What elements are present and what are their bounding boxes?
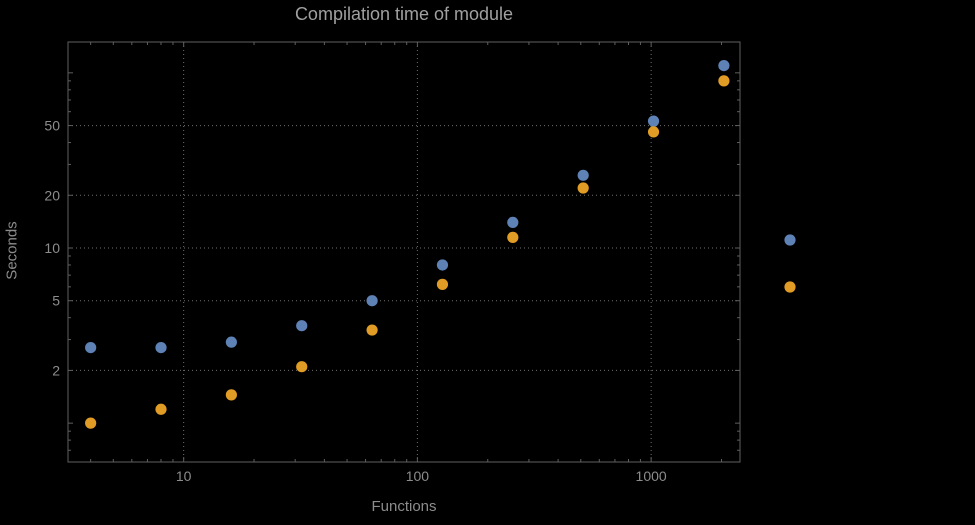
data-point-series-blue xyxy=(155,341,167,354)
data-point-series-orange xyxy=(296,361,308,373)
y-tick-label: 2 xyxy=(52,362,60,378)
x-axis-label: Functions xyxy=(371,498,437,515)
legend-marker-orange xyxy=(784,281,796,293)
x-tick-label: 10 xyxy=(176,468,192,484)
data-point-series-blue xyxy=(296,320,308,332)
y-tick-label: 20 xyxy=(44,187,60,203)
data-point-series-blue xyxy=(436,259,449,271)
data-point-series-blue xyxy=(225,336,237,348)
x-tick-label: 100 xyxy=(406,468,430,484)
data-point-series-orange xyxy=(225,389,237,401)
y-tick-label: 50 xyxy=(44,118,60,134)
data-point-series-blue xyxy=(647,115,660,127)
data-point-series-blue xyxy=(718,59,730,72)
y-tick-label: 10 xyxy=(44,240,60,256)
legend-marker-blue xyxy=(784,234,796,246)
data-point-series-orange xyxy=(577,182,589,194)
data-point-series-blue xyxy=(85,341,97,354)
data-point-series-blue xyxy=(507,216,519,228)
data-point-series-orange xyxy=(85,417,97,429)
data-point-series-blue xyxy=(577,169,589,181)
chart-title: Compilation time of module xyxy=(294,4,514,24)
plot-frame xyxy=(67,41,741,463)
data-point-series-orange xyxy=(436,278,449,290)
y-tick-label: 5 xyxy=(52,293,60,309)
x-tick-label: 1000 xyxy=(636,468,667,484)
data-point-series-orange xyxy=(718,75,730,87)
data-point-series-orange xyxy=(507,231,519,243)
data-point-series-orange xyxy=(366,324,378,336)
data-point-series-orange xyxy=(155,403,167,415)
data-point-series-blue xyxy=(366,295,378,307)
data-point-series-orange xyxy=(647,126,660,138)
